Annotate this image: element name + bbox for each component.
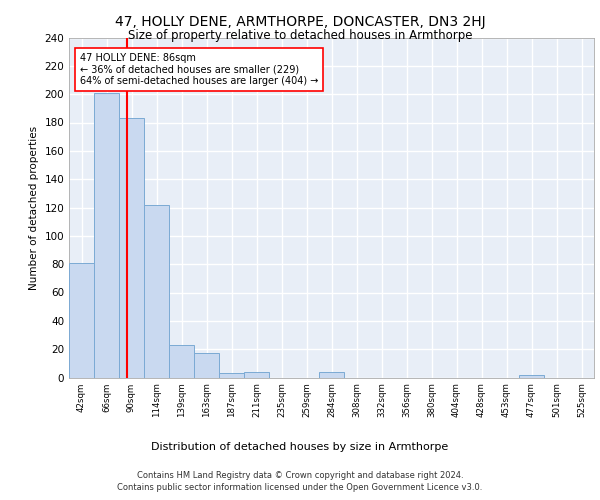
- Bar: [169, 345, 194, 378]
- Text: Contains HM Land Registry data © Crown copyright and database right 2024.
Contai: Contains HM Land Registry data © Crown c…: [118, 471, 482, 492]
- Bar: [194, 354, 219, 378]
- Bar: [319, 372, 344, 378]
- Text: 47 HOLLY DENE: 86sqm
← 36% of detached houses are smaller (229)
64% of semi-deta: 47 HOLLY DENE: 86sqm ← 36% of detached h…: [79, 53, 318, 86]
- Bar: [244, 372, 269, 378]
- Bar: [144, 204, 169, 378]
- Text: 47, HOLLY DENE, ARMTHORPE, DONCASTER, DN3 2HJ: 47, HOLLY DENE, ARMTHORPE, DONCASTER, DN…: [115, 15, 485, 29]
- Text: Size of property relative to detached houses in Armthorpe: Size of property relative to detached ho…: [128, 29, 472, 42]
- Bar: [219, 373, 244, 378]
- Bar: [119, 118, 144, 378]
- Bar: [519, 374, 544, 378]
- Bar: [69, 263, 94, 378]
- Bar: [94, 93, 119, 378]
- Text: Distribution of detached houses by size in Armthorpe: Distribution of detached houses by size …: [151, 442, 449, 452]
- Y-axis label: Number of detached properties: Number of detached properties: [29, 126, 39, 290]
